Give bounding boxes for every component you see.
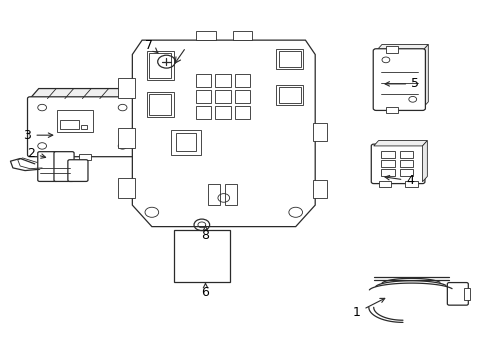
Bar <box>118 178 135 198</box>
Bar <box>312 123 327 140</box>
Bar <box>380 160 394 167</box>
Text: 3: 3 <box>23 129 53 142</box>
Polygon shape <box>422 140 427 182</box>
Bar <box>118 78 135 98</box>
Bar <box>234 106 250 119</box>
Bar <box>196 31 215 40</box>
Bar <box>147 51 173 80</box>
Bar <box>215 90 230 103</box>
Text: 6: 6 <box>201 283 209 300</box>
Polygon shape <box>375 44 427 51</box>
Bar <box>278 87 300 103</box>
Bar <box>224 184 237 205</box>
Bar <box>399 160 412 167</box>
Bar <box>232 31 252 40</box>
Bar <box>378 181 390 187</box>
Bar <box>399 150 412 158</box>
Bar <box>171 130 200 155</box>
Polygon shape <box>132 40 315 226</box>
Text: 5: 5 <box>384 77 418 90</box>
Text: 4: 4 <box>384 174 413 187</box>
Bar <box>234 90 250 103</box>
Bar <box>399 169 412 176</box>
Bar <box>79 154 91 160</box>
Bar <box>195 90 211 103</box>
Bar <box>149 94 171 116</box>
Bar <box>195 106 211 119</box>
Bar <box>147 92 173 117</box>
Bar <box>276 49 303 69</box>
Polygon shape <box>422 44 427 108</box>
FancyBboxPatch shape <box>27 97 137 157</box>
Bar <box>385 107 397 113</box>
Bar <box>173 230 229 282</box>
Bar <box>385 46 397 53</box>
FancyBboxPatch shape <box>68 160 88 181</box>
FancyBboxPatch shape <box>38 152 58 181</box>
Polygon shape <box>30 89 143 99</box>
Bar <box>312 180 327 198</box>
Bar <box>81 125 87 129</box>
FancyBboxPatch shape <box>372 49 425 111</box>
FancyBboxPatch shape <box>370 144 424 184</box>
Bar <box>463 288 469 300</box>
Bar <box>405 181 417 187</box>
Bar <box>380 150 394 158</box>
Bar <box>234 74 250 87</box>
FancyBboxPatch shape <box>447 283 468 305</box>
Text: 7: 7 <box>145 39 158 53</box>
Text: 2: 2 <box>27 147 45 159</box>
Bar <box>149 53 171 78</box>
Polygon shape <box>373 140 427 146</box>
Text: 1: 1 <box>352 298 384 319</box>
Text: 8: 8 <box>201 226 209 242</box>
Bar <box>276 85 303 105</box>
Bar <box>118 128 135 148</box>
Polygon shape <box>135 89 143 155</box>
FancyBboxPatch shape <box>54 152 74 181</box>
Bar <box>176 134 195 151</box>
Bar <box>207 184 220 205</box>
Bar <box>380 169 394 176</box>
Bar <box>57 110 93 132</box>
Bar <box>60 120 79 129</box>
Bar <box>215 74 230 87</box>
Bar <box>195 74 211 87</box>
Bar <box>278 51 300 67</box>
Bar <box>54 154 71 160</box>
Bar <box>215 106 230 119</box>
